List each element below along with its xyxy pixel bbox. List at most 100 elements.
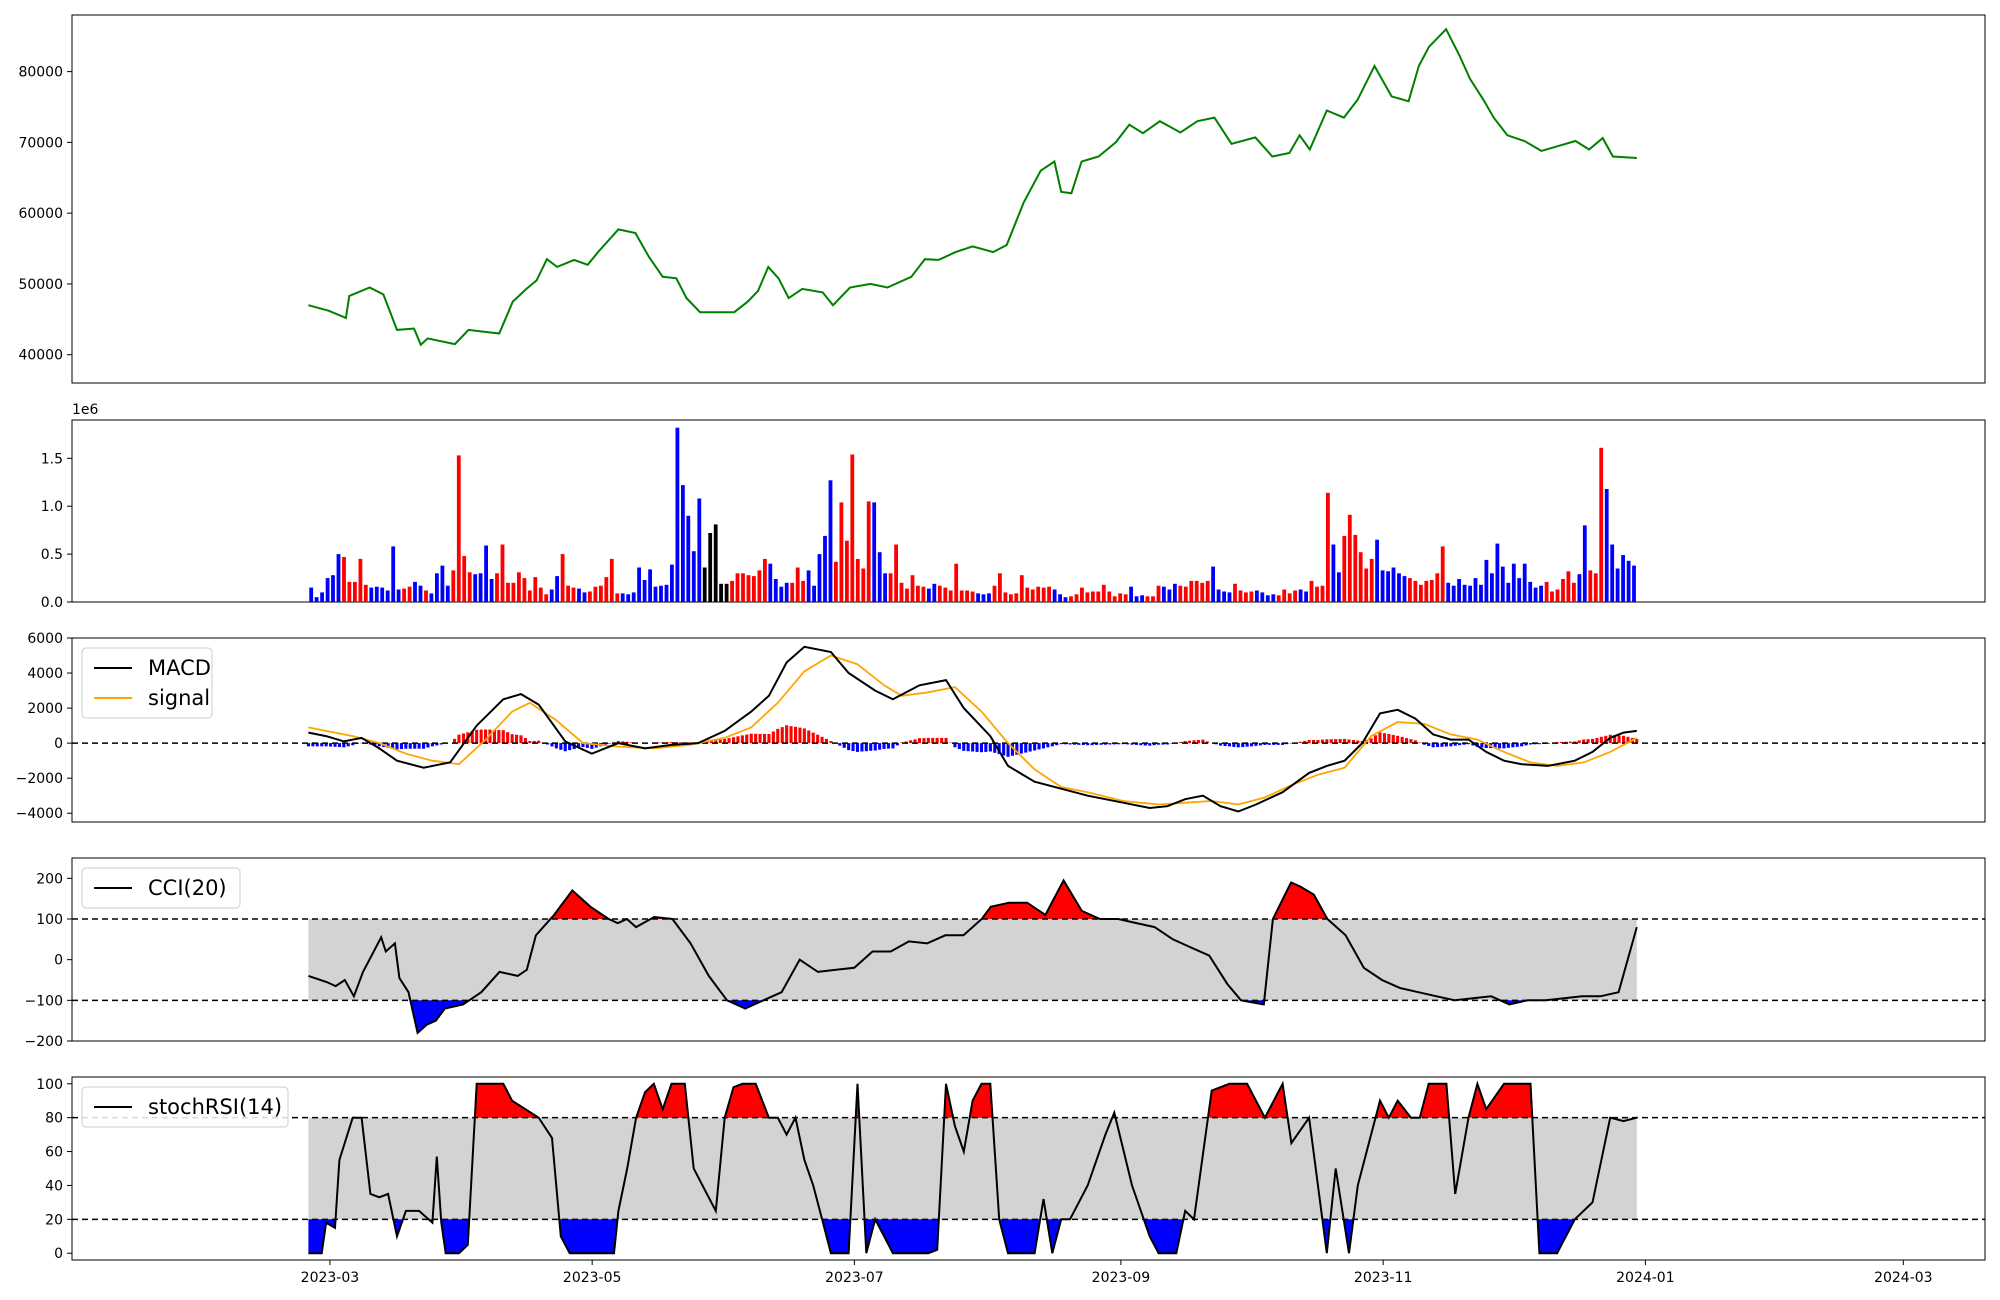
volume-bar: [577, 588, 581, 602]
macd-histogram-bar: [820, 736, 824, 744]
macd-histogram-bar: [590, 743, 594, 749]
macd-histogram-bar: [1002, 743, 1006, 756]
macd-histogram-bar: [931, 737, 935, 744]
volume-bar: [396, 589, 401, 602]
volume-bar: [538, 587, 543, 602]
macd-histogram-bar: [771, 731, 775, 744]
macd-histogram-bar: [1422, 743, 1426, 745]
volume-bar: [806, 570, 811, 602]
macd-histogram-bar: [413, 743, 417, 749]
volume-bar: [445, 585, 450, 602]
macd-histogram-bar: [1307, 740, 1311, 744]
volume-bar: [1561, 579, 1565, 602]
macd-histogram-bar: [789, 726, 793, 744]
macd-histogram-bar: [1024, 743, 1028, 753]
volume-bar: [910, 575, 915, 602]
macd-histogram-bar: [577, 743, 581, 748]
macd-histogram-bar: [957, 743, 961, 750]
macd-histogram-bar: [1081, 743, 1085, 745]
volume-bar: [604, 577, 609, 602]
volume-bar: [834, 561, 838, 602]
macd-histogram-bar: [559, 743, 563, 750]
volume-bar: [1194, 580, 1199, 602]
volume-bar: [1238, 590, 1243, 602]
volume-bar: [1462, 584, 1467, 602]
volume-bar: [1479, 584, 1483, 602]
macd-histogram-bar: [1444, 743, 1448, 747]
volume-bar: [1358, 552, 1363, 602]
macd-histogram-bar: [882, 743, 886, 749]
macd-histogram-bar: [1077, 743, 1081, 745]
volume-bar: [1506, 582, 1511, 602]
macd-histogram-bar: [1458, 743, 1462, 746]
volume-bar: [954, 563, 959, 602]
price-panel: 40000 50000 60000 70000 80000: [18, 14, 1986, 384]
macd-histogram-bar: [1418, 742, 1422, 744]
macd-histogram-bar: [1130, 743, 1134, 745]
volume-bar: [369, 587, 374, 602]
volume-bar: [1615, 568, 1620, 602]
y-tick-label: 1.0: [41, 499, 63, 515]
volume-bar: [1337, 572, 1341, 602]
volume-bar: [1085, 592, 1090, 602]
volume-bar: [462, 556, 467, 602]
volume-bar: [866, 501, 871, 602]
volume-bar: [1145, 596, 1150, 602]
volume-bar: [812, 585, 816, 602]
macd-frame: [71, 637, 1986, 823]
volume-bar: [927, 588, 931, 602]
macd-histogram-bar: [811, 732, 815, 744]
macd-histogram-bar: [373, 743, 377, 746]
macd-histogram-bar: [484, 729, 488, 744]
macd-histogram-bar: [962, 743, 966, 751]
volume-bar: [1331, 544, 1336, 602]
macd-histogram-bar: [1227, 743, 1231, 747]
volume-bar: [1282, 589, 1287, 602]
macd-histogram-bar: [1577, 740, 1581, 744]
y-tick-label: −2000: [16, 771, 63, 787]
macd-histogram-bar: [616, 741, 620, 744]
volume-bar: [620, 593, 625, 602]
macd-histogram-bar: [1617, 735, 1621, 744]
volume-bar: [675, 427, 680, 602]
volume-bar: [1249, 591, 1254, 602]
y-tick-label: 60000: [18, 206, 63, 222]
macd-histogram-bar: [537, 740, 541, 744]
volume-bar: [987, 593, 991, 602]
volume-bar: [1107, 591, 1112, 602]
volume-bar: [1304, 591, 1308, 602]
macd-histogram-bar: [1436, 743, 1440, 747]
legend-label: CCI(20): [148, 876, 227, 900]
volume-bar: [1298, 589, 1303, 602]
volume-bar: [1052, 589, 1057, 602]
volume-bar: [511, 582, 516, 602]
volume-bar: [1517, 578, 1522, 602]
volume-bar: [741, 573, 745, 602]
macd-histogram-bar: [864, 743, 868, 752]
macd-histogram-bar: [794, 726, 798, 744]
macd-histogram-bar: [1312, 740, 1316, 744]
volume-bar: [1500, 566, 1505, 602]
volume-bar: [1572, 582, 1576, 602]
macd-histogram-bar: [1276, 743, 1280, 745]
macd-histogram-bar: [630, 742, 634, 744]
macd-histogram-bar: [1041, 743, 1045, 749]
volume-bar: [823, 535, 827, 602]
x-tick-label: 2023-03: [301, 1270, 360, 1286]
macd-histogram-bar: [563, 743, 567, 752]
volume-bar: [1129, 586, 1133, 602]
y-tick-label: 40000: [18, 348, 63, 364]
volume-bar: [1424, 580, 1429, 602]
macd-histogram-bar: [993, 743, 997, 753]
volume-bar: [560, 554, 565, 602]
volume-bar: [582, 592, 587, 602]
volume-bar: [883, 573, 887, 602]
volume-bar: [1080, 587, 1084, 602]
macd-histogram-bar: [851, 743, 855, 751]
volume-bar: [1490, 573, 1494, 602]
volume-bar: [1134, 596, 1139, 602]
macd-histogram-bar: [1480, 743, 1484, 748]
macd-histogram-bar: [435, 743, 439, 746]
macd-histogram-bar: [1143, 743, 1147, 746]
macd-histogram-bar: [377, 743, 381, 747]
